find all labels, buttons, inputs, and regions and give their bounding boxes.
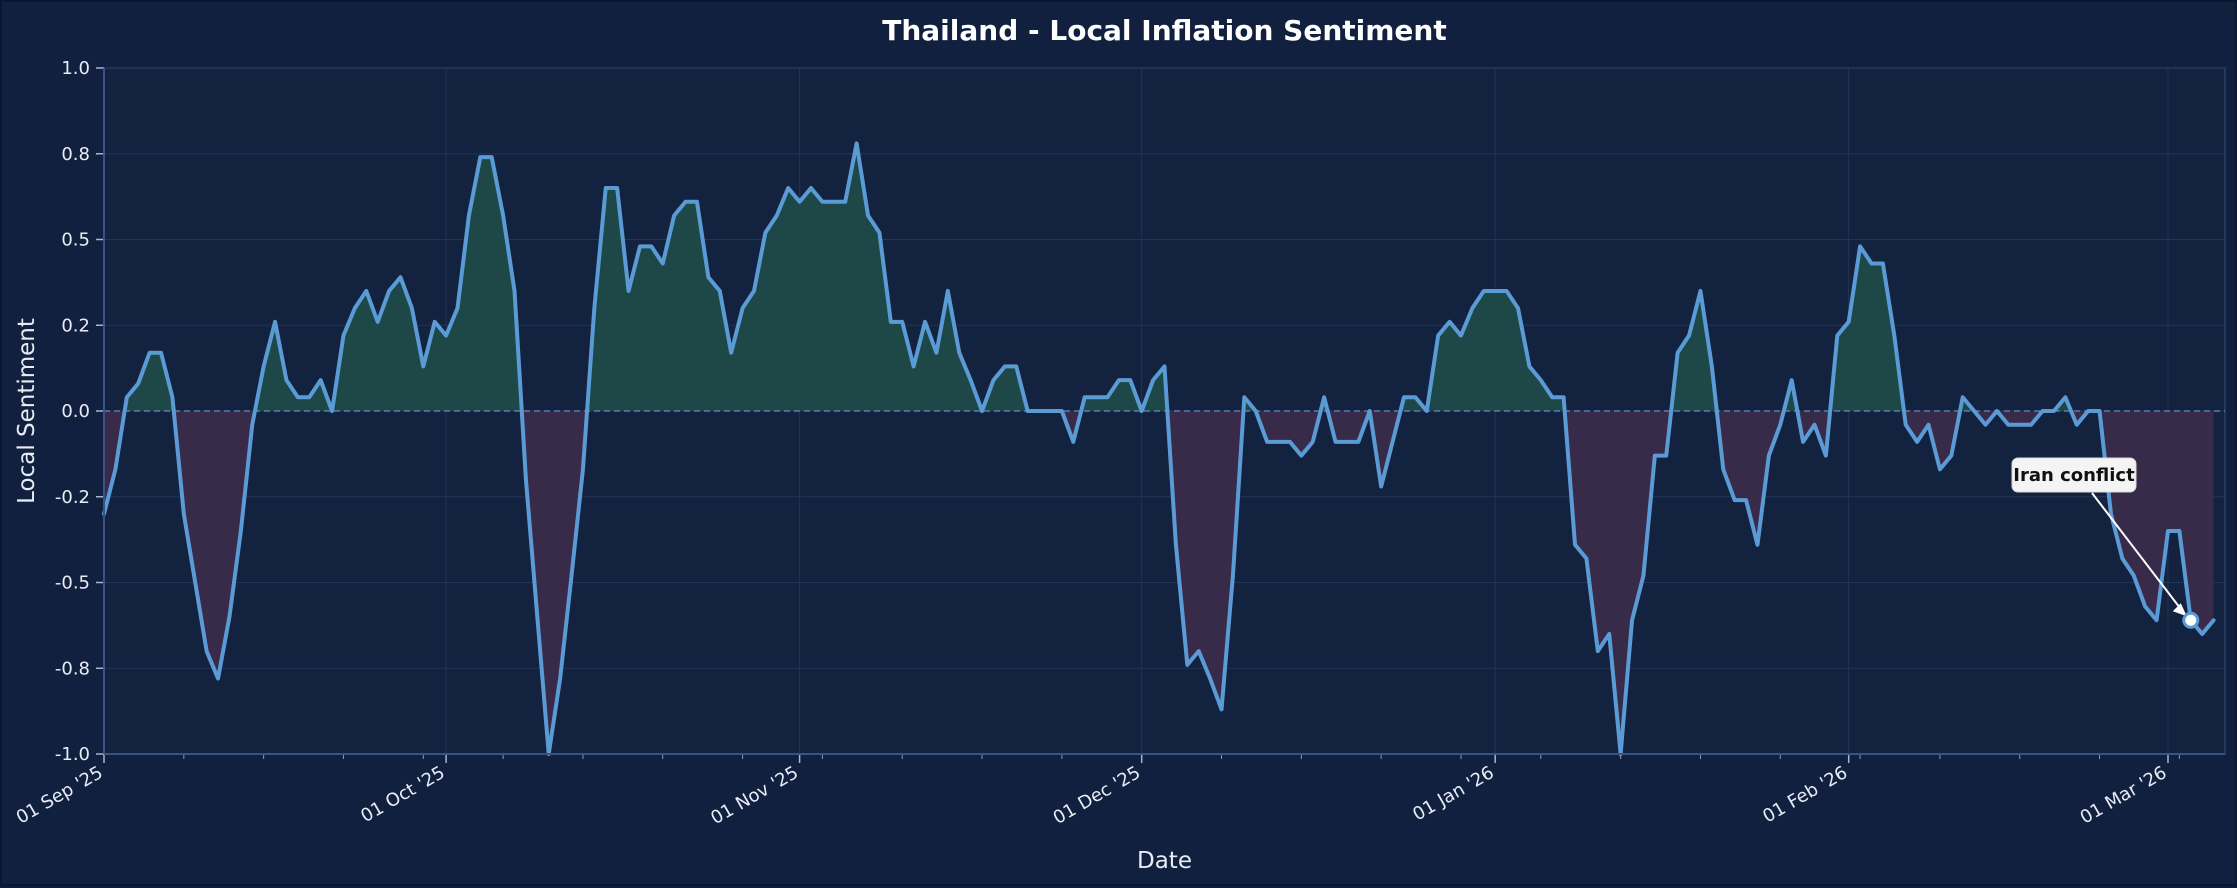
annotation-label: Iran conflict [2013, 465, 2135, 486]
y-tick-label: -0.5 [55, 573, 90, 594]
y-tick-label: 1.0 [61, 58, 90, 79]
annotation-box [2011, 457, 2137, 493]
y-tick-label: 0.2 [61, 315, 90, 336]
annotation-arrowhead [2172, 603, 2187, 617]
chart-title: Thailand - Local Inflation Sentiment [882, 14, 1446, 47]
x-tick-label: 01 Jan '26 [1409, 762, 1497, 825]
positive-area [104, 143, 2214, 411]
y-axis-label: Local Sentiment [14, 318, 40, 504]
annotation-arrow [2091, 492, 2186, 615]
y-tick-label: 0.8 [61, 144, 90, 165]
y-tick-label: -0.2 [55, 487, 90, 508]
y-tick-label: 0.5 [61, 230, 90, 251]
x-tick-label: 01 Dec '25 [1050, 762, 1145, 829]
y-tick-label: -0.8 [55, 658, 90, 679]
x-axis-label: Date [1137, 848, 1192, 874]
annotation-point [2182, 611, 2200, 629]
y-tick-label: 0.0 [61, 401, 90, 422]
x-tick-label: 01 Oct '25 [357, 762, 448, 827]
x-tick-label: 01 Mar '26 [2077, 762, 2171, 828]
x-tick-label: 01 Nov '25 [707, 762, 802, 829]
series-line [102, 141, 2216, 756]
y-tick-label: -1.0 [55, 744, 90, 765]
x-tick-label: 01 Sep '25 [13, 762, 107, 828]
x-tick-label: 01 Feb '26 [1759, 762, 1851, 827]
